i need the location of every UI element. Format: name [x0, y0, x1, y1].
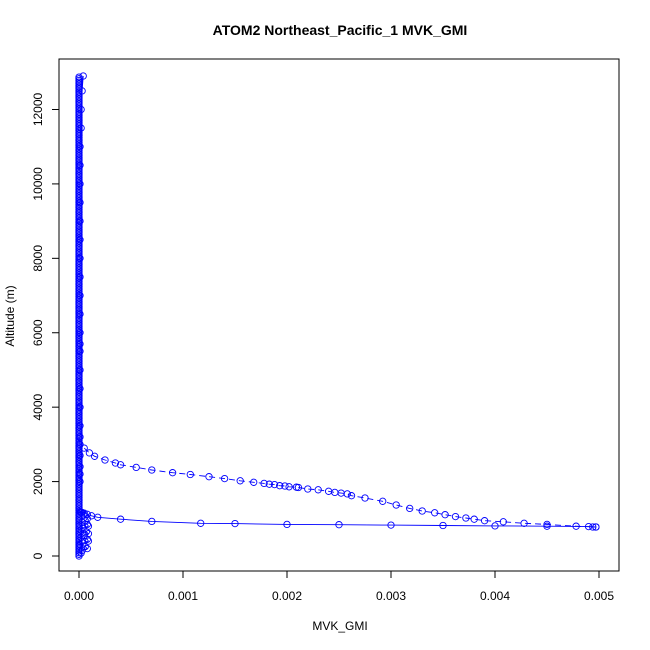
data-point — [84, 530, 93, 538]
data-point — [83, 510, 91, 518]
chart-title: ATOM2 Northeast_Pacific_1 MVK_GMI — [213, 22, 468, 38]
data-point — [387, 521, 395, 529]
y-tick-label: 6000 — [31, 319, 45, 346]
data-point — [584, 522, 593, 531]
y-axis-label: Altitude (m) — [3, 285, 17, 346]
data-point — [543, 520, 551, 529]
data-point — [451, 512, 460, 521]
series-layer — [75, 72, 600, 560]
x-tick-label: 0.001 — [168, 589, 198, 603]
y-axis: 0 2000 4000 6000 8000 10000 12000 — [31, 92, 60, 559]
data-point — [281, 482, 289, 490]
data-point — [361, 494, 369, 502]
x-tick-label: 0.000 — [64, 589, 94, 603]
y-tick-label: 2000 — [31, 468, 45, 495]
data-point — [231, 519, 239, 528]
data-point — [543, 522, 551, 530]
data-point — [314, 486, 322, 494]
x-axis: 0.000 0.001 0.002 0.003 0.004 0.005 — [64, 570, 614, 603]
data-point — [441, 511, 449, 519]
data-point — [499, 518, 507, 526]
data-point — [82, 528, 90, 536]
data-point — [392, 501, 400, 509]
data-point — [132, 463, 140, 472]
data-point — [343, 490, 351, 498]
data-point — [83, 544, 91, 553]
x-tick-label: 0.004 — [480, 589, 510, 603]
data-point — [431, 509, 439, 517]
data-point — [197, 519, 205, 527]
data-point — [265, 480, 273, 488]
y-tick-label: 8000 — [31, 245, 45, 272]
data-point — [168, 469, 177, 477]
data-point — [406, 504, 414, 513]
data-point — [85, 449, 94, 457]
data-point — [470, 515, 478, 523]
data-point — [90, 452, 99, 460]
x-tick-label: 0.003 — [376, 589, 406, 603]
data-point — [83, 520, 91, 529]
data-point — [111, 459, 120, 467]
y-tick-label: 0 — [31, 552, 45, 559]
data-point — [205, 473, 213, 481]
near-zero-points — [75, 73, 83, 560]
data-point — [75, 73, 83, 81]
data-point — [283, 520, 291, 529]
data-point — [186, 470, 194, 479]
data-point — [276, 482, 284, 490]
data-point — [592, 523, 600, 531]
y-tick-label: 4000 — [31, 393, 45, 420]
data-point — [101, 456, 109, 464]
data-point — [304, 485, 312, 493]
data-point — [379, 497, 387, 505]
data-point — [83, 535, 91, 543]
data-point — [439, 521, 447, 530]
data-point — [148, 517, 156, 526]
data-point — [116, 515, 125, 523]
y-tick-label: 10000 — [31, 167, 45, 201]
x-tick-label: 0.005 — [584, 589, 614, 603]
data-point — [148, 466, 156, 474]
data-point — [335, 521, 343, 529]
series-line — [83, 447, 596, 528]
data-point — [236, 477, 244, 485]
data-point — [462, 514, 470, 522]
data-point — [294, 483, 303, 492]
data-point — [347, 492, 356, 500]
data-point — [84, 537, 93, 545]
data-point — [270, 480, 279, 489]
data-point — [260, 479, 268, 488]
data-point — [418, 507, 426, 515]
plot-frame — [58, 58, 620, 572]
data-point — [285, 483, 293, 491]
data-point — [83, 515, 91, 523]
x-tick-label: 0.002 — [272, 589, 302, 603]
data-point — [116, 461, 125, 469]
data-point — [220, 474, 229, 483]
data-point — [491, 522, 499, 530]
x-axis-label: MVK_GMI — [312, 619, 367, 633]
y-tick-label: 12000 — [31, 92, 45, 126]
data-point — [250, 478, 258, 486]
series-line — [79, 511, 596, 528]
data-point — [480, 517, 489, 525]
